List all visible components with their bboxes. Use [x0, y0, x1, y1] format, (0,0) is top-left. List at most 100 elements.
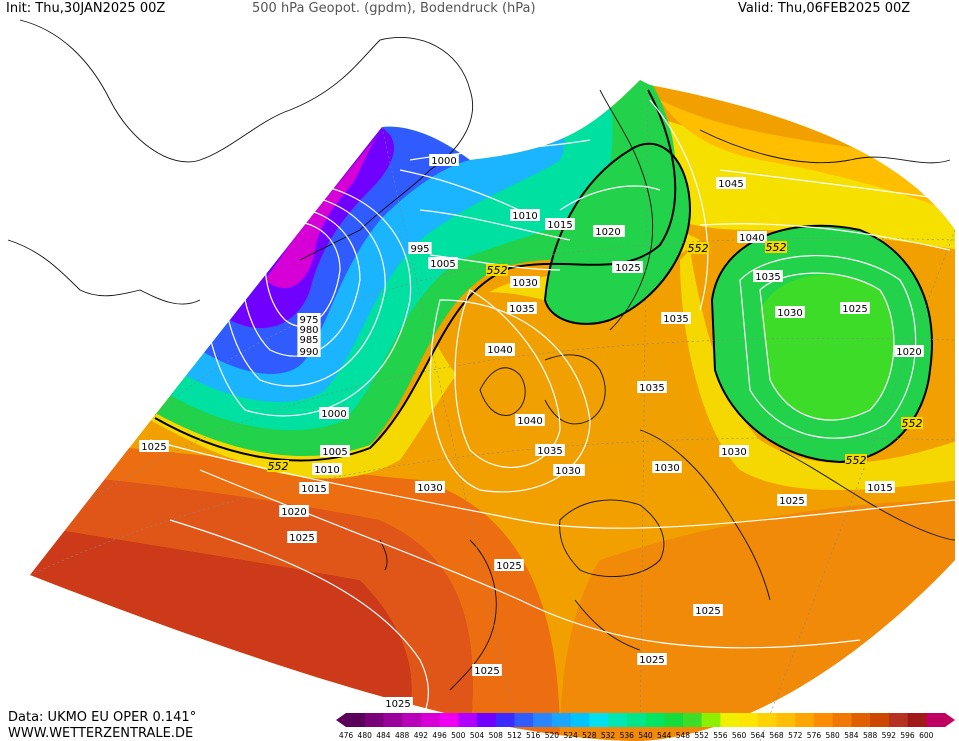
isobar-label-text: 1015	[301, 484, 326, 495]
colorbar-swatch	[439, 713, 459, 727]
isobar-label-text: 1030	[777, 308, 802, 319]
isobar-label-text: 1025	[779, 496, 804, 507]
height-label: 552	[901, 417, 923, 430]
isobar-label: 1000	[429, 154, 459, 167]
colorbar-label: 500	[451, 731, 466, 740]
height-label-text: 552	[902, 417, 923, 430]
isobar-label: 1045	[716, 177, 746, 190]
isobar-label-text: 1025	[385, 699, 410, 710]
isobar-label-text: 1040	[487, 345, 512, 356]
colorbar-swatch	[626, 713, 646, 727]
isobar-label-text: 1005	[322, 447, 347, 458]
colorbar-label: 496	[432, 731, 447, 740]
colorbar-swatch	[533, 713, 553, 727]
isobar-label: 1025	[494, 559, 524, 572]
colorbar-label: 484	[376, 731, 391, 740]
footer: Data: UKMO EU OPER 0.141° WWW.WETTERZENT…	[0, 708, 959, 741]
isobar-label-text: 1015	[867, 483, 892, 494]
isobar-label: 1020	[894, 345, 924, 358]
isobar-label: 1025	[287, 531, 317, 544]
colorbar-swatch	[346, 713, 366, 727]
isobar-label-text: 1020	[281, 507, 306, 518]
isobar-labels: 1000995100510101015102010251030103510401…	[139, 154, 924, 710]
isobar-label-text: 1025	[289, 533, 314, 544]
colorbar-swatch	[926, 713, 946, 727]
colorbar-swatch	[907, 713, 927, 727]
colorbar-label: 596	[900, 731, 915, 740]
height-label-text: 552	[487, 264, 508, 277]
colorbar-label: 504	[470, 731, 485, 740]
colorbar-label: 492	[414, 731, 429, 740]
colorbar-swatch	[664, 713, 684, 727]
colorbar-label: 532	[601, 731, 616, 740]
valid-time: Valid: Thu,06FEB2025 00Z	[738, 1, 911, 16]
colorbar-label: 568	[769, 731, 784, 740]
isobar-label-text: 1030	[654, 463, 679, 474]
colorbar-swatch	[701, 713, 721, 727]
isobar-label-text: 1025	[615, 263, 640, 274]
isobar-label-text: 995	[410, 244, 429, 255]
isobar-label: 1030	[415, 481, 445, 494]
colorbar-label: 548	[676, 731, 691, 740]
isobar-label-text: 1020	[896, 347, 921, 358]
isobar-label: 1010	[312, 463, 342, 476]
colorbar-swatch	[608, 713, 628, 727]
colorbar-label: 524	[563, 731, 578, 740]
isobar-label: 1040	[515, 414, 545, 427]
isobar-label: 1025	[383, 697, 413, 710]
isobar-label: 1025	[139, 440, 169, 453]
colorbar-label: 588	[863, 731, 878, 740]
isobar-label-text: 1025	[141, 442, 166, 453]
colorbar-swatch	[402, 713, 422, 727]
isobar-label: 985	[297, 333, 321, 346]
isobar-label-text: 975	[299, 315, 318, 326]
colorbar-swatch	[795, 713, 815, 727]
height-label: 552	[486, 264, 508, 277]
colorbar-label: 572	[788, 731, 803, 740]
isobar-label: 1035	[507, 302, 537, 315]
colorbar-label: 564	[751, 731, 766, 740]
colorbar-label: 520	[545, 731, 560, 740]
colorbar-swatch	[589, 713, 609, 727]
isobar-label: 1015	[299, 482, 329, 495]
colorbar-label: 600	[919, 731, 934, 740]
isobar-label-text: 1035	[663, 314, 688, 325]
isobar-label: 1035	[753, 270, 783, 283]
isobar-label-text: 980	[299, 325, 318, 336]
isobar-label-text: 1035	[537, 446, 562, 457]
isobar-label-text: 990	[299, 347, 318, 358]
isobar-label: 1010	[510, 209, 540, 222]
colorbar-swatch	[682, 713, 703, 727]
isobar-label-text: 1000	[321, 409, 346, 420]
isobar-label: 1025	[840, 302, 870, 315]
header: Init: Thu,30JAN2025 00Z 500 hPa Geopot. …	[0, 0, 959, 20]
isobar-label-text: 1005	[430, 259, 455, 270]
isobar-label-text: 1025	[639, 655, 664, 666]
isobar-label-text: 1040	[739, 233, 764, 244]
colorbar-swatch	[757, 713, 778, 727]
isobar-label: 1025	[472, 664, 502, 677]
height-label-text: 552	[268, 460, 289, 473]
isobar-label: 1025	[693, 604, 723, 617]
init-time: Init: Thu,30JAN2025 00Z	[6, 1, 166, 16]
colorbar-swatch	[514, 713, 534, 727]
colorbar-swatch	[870, 713, 890, 727]
isobar-label-text: 985	[299, 335, 318, 346]
height-label: 552	[687, 242, 709, 255]
colorbar-label: 540	[638, 731, 653, 740]
colorbar-swatch	[776, 713, 796, 727]
isobar-label-text: 1030	[512, 278, 537, 289]
colorbar-swatch	[477, 713, 497, 727]
isobar-label: 990	[297, 345, 321, 358]
isobar-label: 1000	[319, 407, 349, 420]
isobar-label-text: 1025	[842, 304, 867, 315]
isobar-label: 995	[408, 242, 432, 255]
colorbar-swatch	[851, 713, 871, 727]
colorbar-swatch	[813, 713, 834, 727]
colorbar-swatch	[645, 713, 665, 727]
height-label-text: 552	[846, 454, 867, 467]
isobar-label: 1015	[545, 218, 575, 231]
height-label-text: 552	[688, 242, 709, 255]
isobar-label: 1025	[777, 494, 807, 507]
colorbar-label: 488	[395, 731, 410, 740]
